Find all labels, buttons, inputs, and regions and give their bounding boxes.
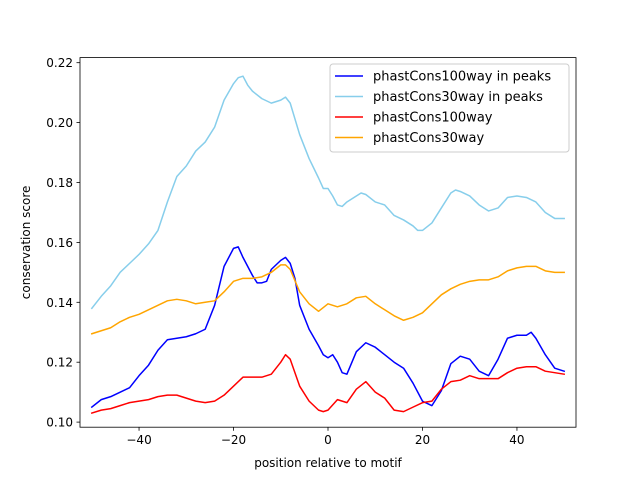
x-axis-label: position relative to motif bbox=[254, 456, 402, 470]
y-tick-label: 0.12 bbox=[46, 356, 73, 370]
x-tick-label: −20 bbox=[221, 433, 246, 447]
legend-label-3: phastCons30way bbox=[373, 131, 485, 146]
legend: phastCons100way in peaks phastCons30way i… bbox=[329, 63, 570, 153]
legend-label-0: phastCons100way in peaks bbox=[373, 70, 551, 85]
series-line-3 bbox=[90, 264, 565, 335]
x-axis: −40 −20 0 20 40 bbox=[126, 427, 525, 447]
series-line-0 bbox=[90, 246, 566, 409]
y-tick-label: 0.16 bbox=[46, 236, 73, 250]
series-line-2 bbox=[90, 353, 566, 415]
legend-box bbox=[329, 63, 570, 153]
x-tick-label: −40 bbox=[126, 433, 151, 447]
legend-label-1: phastCons30way in peaks bbox=[373, 90, 543, 105]
y-axis: 0.10 0.12 0.14 0.16 0.18 0.20 0.22 bbox=[46, 56, 80, 430]
y-tick-label: 0.22 bbox=[46, 56, 73, 70]
plot-area bbox=[79, 57, 577, 428]
legend-label-2: phastCons100way bbox=[373, 111, 493, 126]
y-tick-label: 0.20 bbox=[46, 116, 73, 130]
x-tick-label: 40 bbox=[509, 433, 524, 447]
y-tick-label: 0.14 bbox=[46, 296, 73, 310]
y-tick-label: 0.10 bbox=[46, 416, 73, 430]
x-tick-label: 20 bbox=[415, 433, 430, 447]
y-axis-label: conservation score bbox=[19, 186, 33, 300]
series-line-1 bbox=[90, 75, 565, 310]
y-tick-label: 0.18 bbox=[46, 176, 73, 190]
x-tick-label: 0 bbox=[324, 433, 332, 447]
